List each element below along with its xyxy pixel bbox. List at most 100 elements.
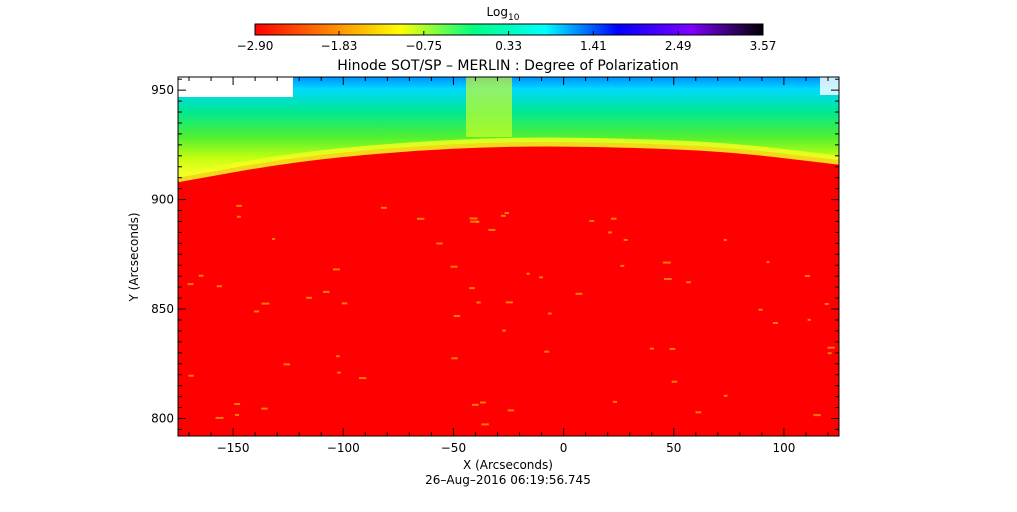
disk-speckle: [261, 407, 268, 410]
x-tick-label: 50: [666, 441, 681, 455]
disk-speckle: [450, 265, 458, 268]
disk-speckle: [607, 231, 613, 234]
disk-speckle: [804, 275, 811, 278]
disk-speckle: [481, 423, 489, 426]
x-tick-label: 0: [560, 441, 568, 455]
x-tick-label: −100: [327, 441, 360, 455]
disk-speckle: [469, 287, 475, 290]
x-axis-label: X (Arcseconds): [463, 458, 553, 472]
disk-speckle: [336, 355, 340, 358]
disk-speckle: [416, 217, 425, 220]
disk-speckle: [472, 403, 479, 406]
disk-speckle: [547, 312, 552, 315]
disk-speckle: [187, 283, 194, 286]
disk-speckle: [758, 308, 763, 311]
x-axis: −150 −100 −50 0 50 100: [188, 77, 829, 455]
timestamp: 26–Aug–2016 06:19:56.745: [425, 473, 591, 487]
disk-speckle: [261, 302, 270, 305]
disk-speckle: [234, 403, 241, 406]
colorbar-tick-label: −0.75: [405, 39, 442, 53]
disk-speckle: [306, 296, 312, 299]
colorbar-label: Log10: [487, 5, 520, 23]
colorbar-label-subscript: 10: [508, 13, 520, 23]
disk-speckle: [827, 352, 832, 355]
disk-speckle: [451, 357, 458, 360]
colorbar-tick-label: 0.33: [495, 39, 522, 53]
disk-speckle: [215, 416, 224, 419]
x-tick-label: −150: [217, 441, 250, 455]
chart-title: Hinode SOT/SP – MERLIN : Degree of Polar…: [337, 58, 679, 74]
disk-speckle: [216, 285, 223, 288]
disk-speckle: [505, 301, 513, 304]
disk-speckle: [813, 414, 821, 417]
disk-speckle: [236, 215, 241, 218]
disk-speckle: [236, 204, 242, 207]
disk-speckle: [544, 350, 550, 353]
disk-speckle: [507, 409, 515, 412]
disk-speckle: [323, 290, 330, 293]
disk-speckle: [358, 377, 367, 380]
disk-speckle: [469, 217, 478, 220]
disk-speckle: [723, 238, 727, 241]
disk-speckle: [380, 206, 387, 209]
disk-speckle: [337, 371, 341, 374]
disk-speckle: [341, 302, 348, 305]
plot-area: [178, 77, 839, 436]
disk-speckle: [671, 380, 678, 383]
colorbar-ticks: −2.90 −1.83 −0.75 0.33 1.41 2.49 3.57: [237, 31, 777, 53]
colorbar-tick-label: −1.83: [321, 39, 358, 53]
x-tick-label: 100: [772, 441, 795, 455]
disk-speckle: [188, 374, 194, 377]
disk-speckle: [332, 268, 340, 271]
colorbar-tick-label: 1.41: [580, 39, 607, 53]
disk-speckle: [610, 217, 617, 220]
disk-speckle: [824, 302, 829, 305]
colorbar-tick-label: 2.49: [665, 39, 692, 53]
disk-speckle: [526, 272, 530, 275]
disk-speckle: [488, 228, 496, 231]
disk-speckle: [766, 261, 770, 264]
disk-speckle: [198, 274, 204, 277]
disk-speckle: [807, 318, 811, 321]
y-tick-label: 900: [151, 193, 174, 207]
disk-speckle: [453, 314, 461, 317]
disk-speckle: [669, 347, 676, 350]
disk-speckle: [283, 363, 291, 366]
disk-speckle: [620, 264, 625, 267]
disk-speckle: [662, 261, 671, 264]
disk-speckle: [539, 276, 543, 279]
disk-speckle: [723, 394, 728, 397]
disk-speckle: [663, 278, 672, 281]
disk-speckle: [589, 219, 595, 222]
disk-speckle: [502, 329, 506, 332]
disk-speckle: [470, 220, 479, 223]
limb-band: [178, 137, 839, 183]
colorbar: Log10 −2.90 −1.83 −0.75 0.33 1.41 2.49 3.57: [237, 5, 777, 53]
y-tick-label: 950: [151, 83, 174, 97]
disk-speckle: [772, 321, 778, 324]
disk-speckles: [187, 204, 835, 426]
disk-speckle: [649, 347, 655, 350]
y-tick-label: 800: [151, 411, 174, 425]
disk-speckle: [476, 301, 481, 304]
x-tick-label: −50: [441, 441, 466, 455]
disk-speckle: [575, 292, 583, 295]
disk-speckle: [695, 411, 702, 414]
colorbar-tick-label: 3.57: [750, 39, 777, 53]
colorbar-tick-label: −2.90: [237, 39, 274, 53]
plot-frame: [177, 76, 840, 437]
disk-speckle: [686, 281, 691, 284]
bright-column: [466, 77, 512, 137]
disk-speckle: [436, 242, 443, 245]
disk-speckle: [612, 400, 618, 403]
solar-disk: [178, 142, 839, 436]
disk-speckle: [504, 212, 510, 215]
white-no-data-region-right: [820, 77, 839, 95]
disk-speckle: [271, 238, 275, 241]
disk-speckle: [827, 346, 835, 349]
disk-speckle: [480, 401, 486, 404]
disk-speckle: [253, 310, 260, 313]
y-tick-label: 850: [151, 302, 174, 316]
y-axis-label: Y (Arcseconds): [127, 212, 141, 302]
